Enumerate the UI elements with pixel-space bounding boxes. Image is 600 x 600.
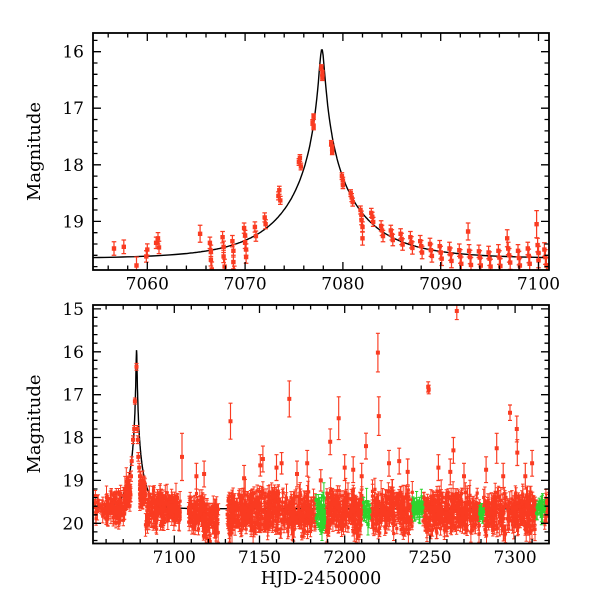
bottom-panel: 7100 7150 7200 7250 7300 15 16 17 18 19 20: [62, 300, 550, 568]
bottom-error-bars: [129, 305, 535, 492]
bottom-y-tick-label: 19: [62, 471, 84, 491]
bottom-y-tick-label: 18: [62, 429, 84, 449]
top-x-tick-label: 7060: [126, 275, 169, 295]
top-y-tick-label: 16: [62, 43, 84, 63]
top-y-tick-label: 18: [62, 156, 84, 176]
bottom-x-tick-label: 7200: [323, 548, 366, 568]
bottom-panel-y-axis-label: Magnitude: [24, 374, 45, 473]
top-data-points: [111, 65, 549, 270]
top-panel-frame: [92, 32, 550, 271]
top-x-tick-label: 7100: [517, 275, 560, 295]
bottom-x-tick-label: 7150: [238, 548, 281, 568]
bottom-panel-x-axis-title: HJD-2450000: [261, 569, 381, 589]
bottom-axis-ticks: [93, 305, 549, 544]
top-panel: 7060 7070 7080 7090 7100 16 17 18 19: [62, 32, 560, 295]
bottom-x-tick-label: 7250: [408, 548, 451, 568]
top-y-tick-label: 19: [62, 212, 84, 232]
top-panel-data-area: [93, 49, 549, 270]
bottom-data-points: [93, 479, 549, 544]
top-axis-ticks: [93, 33, 549, 270]
bottom-panel-data-area: [93, 305, 549, 544]
bottom-panel-frame: [92, 304, 550, 545]
top-x-tick-label: 7080: [321, 275, 364, 295]
plot-render-root: 7060 7070 7080 7090 7100 16 17 18 19 7100 7150 7200…: [62, 32, 560, 568]
top-panel-y-axis-label: Magnitude: [24, 102, 45, 201]
bottom-x-tick-label: 7100: [153, 548, 196, 568]
top-x-tick-label: 7070: [223, 275, 266, 295]
bottom-data-points: [129, 309, 535, 483]
bottom-y-tick-label: 15: [62, 300, 84, 320]
top-x-tick-label: 7090: [419, 275, 462, 295]
top-y-tick-label: 17: [62, 99, 84, 119]
bottom-y-tick-label: 17: [62, 386, 84, 406]
bottom-y-tick-label: 20: [62, 514, 84, 534]
bottom-y-tick-label: 16: [62, 343, 84, 363]
bottom-x-tick-label: 7300: [493, 548, 536, 568]
